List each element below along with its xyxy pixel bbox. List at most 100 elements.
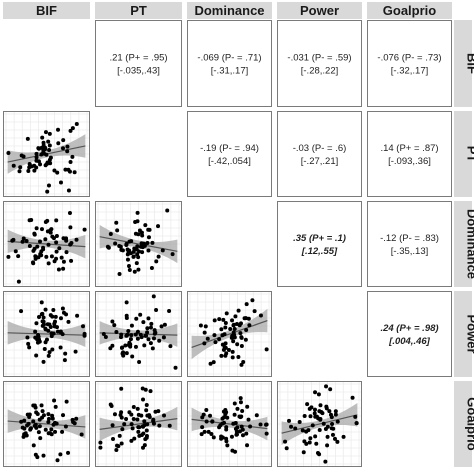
data-point: [37, 424, 42, 429]
data-point: [46, 242, 51, 247]
data-point: [131, 416, 136, 421]
data-point: [354, 421, 359, 426]
data-point: [54, 256, 59, 261]
data-point: [44, 254, 49, 259]
data-point: [239, 362, 244, 367]
data-point: [125, 252, 130, 257]
data-point: [144, 402, 149, 407]
data-point: [220, 342, 225, 347]
data-point: [98, 445, 103, 450]
data-point: [297, 420, 302, 425]
data-point: [16, 254, 21, 259]
data-point: [72, 170, 77, 175]
data-point: [221, 317, 226, 322]
data-point: [40, 135, 45, 140]
correlation-panel-pt-goalprio: [367, 111, 452, 197]
data-point: [44, 152, 49, 157]
data-point: [16, 279, 21, 284]
data-point: [58, 316, 63, 321]
data-point: [224, 351, 229, 356]
data-point: [119, 441, 124, 446]
correlation-estimate: .14 (P+ = .87): [380, 143, 438, 154]
data-point: [13, 249, 18, 254]
data-point: [108, 346, 113, 351]
data-point: [62, 358, 67, 363]
data-point: [239, 344, 244, 349]
data-point: [140, 250, 145, 255]
data-point: [165, 208, 170, 213]
data-point: [220, 333, 225, 338]
data-point: [54, 325, 59, 330]
data-point: [233, 314, 238, 319]
data-point: [129, 333, 134, 338]
data-point: [110, 423, 115, 428]
data-point: [54, 218, 59, 223]
data-point: [80, 324, 85, 329]
data-point: [67, 210, 72, 215]
data-point: [26, 341, 31, 346]
data-point: [135, 406, 140, 411]
data-point: [141, 431, 146, 436]
data-point: [310, 423, 315, 428]
data-point: [148, 341, 153, 346]
data-point: [43, 237, 48, 242]
data-point: [134, 261, 139, 266]
data-point: [25, 335, 30, 340]
scatter-panel-dominance-bif: [3, 201, 90, 287]
data-point: [135, 244, 140, 249]
data-point: [330, 422, 335, 427]
data-point: [160, 248, 165, 253]
correlation-interval: [-.035,.43]: [117, 66, 160, 77]
data-point: [63, 351, 68, 356]
data-point: [231, 323, 236, 328]
data-point: [132, 269, 137, 274]
data-point: [210, 419, 215, 424]
data-point: [141, 320, 146, 325]
data-point: [64, 238, 69, 243]
data-point: [64, 250, 69, 255]
data-point: [33, 329, 38, 334]
correlation-panel-dominance-goalprio: [367, 201, 452, 287]
data-point: [157, 338, 162, 343]
data-point: [240, 409, 245, 414]
data-point: [43, 327, 48, 332]
data-point: [65, 149, 70, 154]
correlation-interval: [.004,.46]: [388, 336, 430, 347]
data-point: [135, 252, 140, 257]
data-point: [237, 429, 242, 434]
data-point: [353, 414, 358, 419]
row-strip-power: [454, 291, 472, 377]
data-point: [135, 336, 140, 341]
data-point: [129, 438, 134, 443]
data-point: [58, 452, 63, 457]
data-point: [6, 150, 11, 155]
data-point: [38, 162, 43, 167]
data-point: [28, 427, 33, 432]
data-point: [40, 409, 45, 414]
data-point: [120, 345, 125, 350]
data-point: [146, 248, 151, 253]
data-point: [233, 449, 238, 454]
correlation-panel-bif-power: [277, 20, 362, 107]
data-point: [64, 399, 69, 404]
data-point: [114, 330, 119, 335]
data-point: [205, 336, 210, 341]
data-point: [236, 354, 241, 359]
data-point: [301, 450, 306, 455]
data-point: [32, 168, 37, 173]
data-point: [129, 239, 134, 244]
data-point: [321, 421, 326, 426]
data-point: [230, 318, 235, 323]
data-point: [34, 165, 39, 170]
data-point: [41, 322, 46, 327]
data-point: [36, 430, 41, 435]
data-point: [112, 412, 117, 417]
data-point: [223, 320, 228, 325]
data-point: [150, 346, 155, 351]
data-point: [308, 414, 313, 419]
data-point: [237, 414, 242, 419]
row-label-pt: PT: [465, 146, 474, 163]
data-point: [115, 228, 120, 233]
data-point: [157, 423, 162, 428]
data-point: [70, 417, 75, 422]
